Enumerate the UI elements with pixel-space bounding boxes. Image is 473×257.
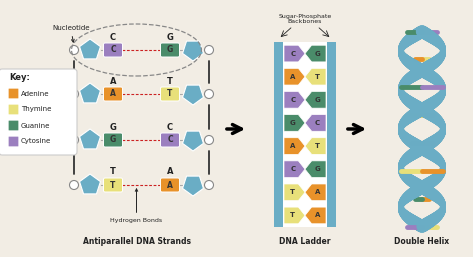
Circle shape [204, 135, 213, 144]
FancyBboxPatch shape [104, 43, 123, 57]
Text: G: G [110, 123, 116, 132]
Text: T: T [167, 77, 173, 86]
Text: Thymine: Thymine [21, 106, 52, 113]
Text: DNA Ladder: DNA Ladder [279, 237, 331, 246]
FancyBboxPatch shape [8, 136, 19, 147]
Text: C: C [167, 123, 173, 132]
FancyBboxPatch shape [8, 104, 19, 115]
Text: C: C [110, 45, 116, 54]
Circle shape [204, 45, 213, 54]
FancyBboxPatch shape [0, 69, 77, 155]
Polygon shape [284, 45, 305, 62]
Bar [274, 42, 283, 227]
Text: C: C [110, 32, 116, 41]
Text: C: C [290, 166, 296, 172]
Text: Nucleotide: Nucleotide [52, 25, 89, 42]
Polygon shape [284, 68, 305, 85]
Polygon shape [79, 83, 100, 103]
Bar [327, 42, 336, 227]
Polygon shape [305, 68, 326, 85]
Text: A: A [110, 89, 116, 98]
Polygon shape [183, 176, 203, 196]
Circle shape [204, 180, 213, 189]
Polygon shape [284, 207, 305, 224]
Text: A: A [167, 168, 173, 177]
Text: A: A [167, 180, 173, 189]
Polygon shape [183, 131, 203, 151]
Polygon shape [305, 138, 326, 154]
FancyBboxPatch shape [104, 133, 123, 147]
Text: Cytosine: Cytosine [21, 139, 51, 144]
Polygon shape [284, 161, 305, 178]
Text: G: G [314, 97, 320, 103]
Text: C: C [290, 51, 296, 57]
Polygon shape [284, 91, 305, 108]
Text: Guanine: Guanine [21, 123, 51, 128]
Text: A: A [315, 213, 320, 218]
Polygon shape [305, 161, 326, 178]
Text: Antiparallel DNA Strands: Antiparallel DNA Strands [82, 237, 191, 246]
Polygon shape [284, 115, 305, 131]
FancyBboxPatch shape [160, 43, 179, 57]
Circle shape [70, 135, 79, 144]
Text: C: C [290, 97, 296, 103]
Polygon shape [305, 91, 326, 108]
FancyBboxPatch shape [8, 88, 19, 99]
Text: C: C [315, 120, 320, 126]
Text: A: A [290, 143, 296, 149]
Text: A: A [290, 74, 296, 80]
Polygon shape [305, 115, 326, 131]
Text: Sugar-Phosphate
Backbones: Sugar-Phosphate Backbones [279, 14, 332, 24]
FancyBboxPatch shape [160, 133, 179, 147]
Text: A: A [315, 189, 320, 195]
Text: G: G [314, 51, 320, 57]
Text: T: T [315, 143, 320, 149]
Text: T: T [290, 189, 295, 195]
Text: Adenine: Adenine [21, 90, 50, 96]
Bar [283, 42, 327, 227]
FancyBboxPatch shape [160, 87, 179, 101]
Polygon shape [305, 45, 326, 62]
Text: G: G [166, 32, 174, 41]
Text: Key:: Key: [9, 73, 30, 82]
Text: T: T [167, 89, 173, 98]
Text: Hydrogen Bonds: Hydrogen Bonds [110, 189, 163, 223]
Text: T: T [110, 180, 116, 189]
Text: G: G [167, 45, 173, 54]
FancyBboxPatch shape [160, 178, 179, 192]
Text: A: A [110, 77, 116, 86]
Polygon shape [183, 41, 203, 61]
Circle shape [70, 45, 79, 54]
Polygon shape [183, 85, 203, 105]
FancyBboxPatch shape [104, 178, 123, 192]
Text: Double Helix: Double Helix [394, 237, 449, 246]
Circle shape [70, 89, 79, 98]
FancyBboxPatch shape [104, 87, 123, 101]
Polygon shape [79, 174, 100, 194]
Text: T: T [110, 168, 116, 177]
Text: G: G [110, 135, 116, 144]
Polygon shape [305, 207, 326, 224]
Text: C: C [167, 135, 173, 144]
Polygon shape [79, 129, 100, 149]
Text: G: G [290, 120, 296, 126]
Circle shape [70, 180, 79, 189]
Text: T: T [315, 74, 320, 80]
Polygon shape [305, 184, 326, 201]
FancyBboxPatch shape [8, 120, 19, 131]
Text: G: G [314, 166, 320, 172]
Polygon shape [284, 138, 305, 154]
Circle shape [204, 89, 213, 98]
Polygon shape [284, 184, 305, 201]
Text: T: T [290, 213, 295, 218]
Polygon shape [79, 39, 100, 59]
